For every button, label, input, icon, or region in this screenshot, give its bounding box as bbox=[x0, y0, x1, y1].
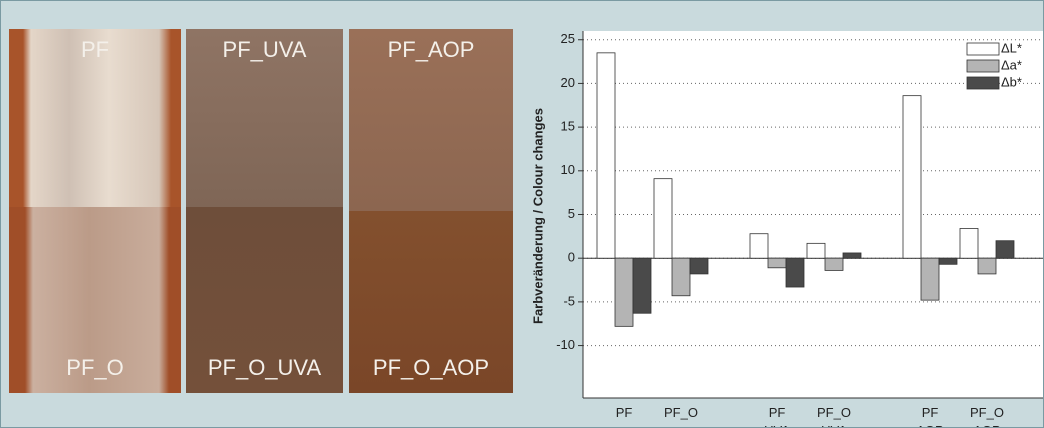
y-tick-label: 5 bbox=[568, 206, 575, 221]
y-tick-label: 25 bbox=[561, 31, 575, 46]
bar bbox=[632, 257, 652, 314]
coated-area bbox=[349, 211, 513, 393]
x-tick-label: PF UVA bbox=[764, 405, 790, 427]
panel-label: PF_O_AOP bbox=[372, 355, 490, 380]
bar bbox=[689, 257, 709, 275]
bar bbox=[920, 257, 940, 301]
panel-label: PF_UVA bbox=[222, 37, 307, 62]
bar bbox=[902, 95, 922, 259]
bar bbox=[995, 240, 1015, 259]
wood-panel: PF PF_O bbox=[9, 29, 181, 393]
bar bbox=[671, 257, 691, 297]
bar bbox=[977, 257, 997, 275]
y-tick-label: 0 bbox=[568, 250, 575, 265]
y-tick-label: -5 bbox=[563, 293, 575, 308]
x-tick-label: PF AOP bbox=[916, 405, 943, 427]
legend-swatch bbox=[966, 59, 1000, 73]
bar bbox=[824, 257, 844, 271]
legend-swatch bbox=[966, 42, 1000, 56]
panel-label: PF bbox=[80, 37, 110, 62]
legend-swatch bbox=[966, 76, 1000, 90]
bar bbox=[767, 257, 787, 269]
y-axis-label: Farbveränderung / Colour changes bbox=[530, 108, 545, 324]
legend-label: ΔL* bbox=[1001, 40, 1022, 55]
bar bbox=[842, 252, 862, 259]
bar bbox=[806, 242, 826, 259]
y-tick-label: 10 bbox=[561, 162, 575, 177]
bar bbox=[653, 178, 673, 259]
coated-area bbox=[186, 207, 343, 393]
bar bbox=[785, 257, 805, 288]
x-tick-label: PF_O AOP bbox=[970, 405, 1004, 427]
wood-panel: PF_UVA PF_O_UVA bbox=[186, 29, 343, 393]
x-tick-label: PF bbox=[615, 405, 633, 420]
bar bbox=[596, 52, 616, 259]
wood-panel: PF_AOP PF_O_AOP bbox=[349, 29, 513, 393]
y-tick-label: 15 bbox=[561, 119, 575, 134]
y-tick-label: -10 bbox=[556, 337, 575, 352]
panel-label: PF_AOP bbox=[387, 37, 475, 62]
bar bbox=[938, 257, 958, 265]
panel-label: PF_O bbox=[66, 355, 124, 380]
legend-label: Δa* bbox=[1001, 57, 1022, 72]
x-tick-label: PF_O UVA bbox=[817, 405, 851, 427]
x-tick-label: PF_O bbox=[664, 405, 698, 420]
panel-label: PF_O_UVA bbox=[207, 355, 322, 380]
coated-area bbox=[349, 29, 513, 211]
bar bbox=[959, 228, 979, 259]
coated-area bbox=[186, 29, 343, 207]
legend: ΔL* Δa* Δb* bbox=[966, 40, 1022, 90]
bar bbox=[614, 257, 634, 327]
coated-area bbox=[9, 29, 181, 207]
bar bbox=[749, 233, 769, 259]
legend-label: Δb* bbox=[1001, 74, 1022, 89]
coated-area bbox=[9, 207, 181, 393]
y-tick-label: 20 bbox=[561, 75, 575, 90]
